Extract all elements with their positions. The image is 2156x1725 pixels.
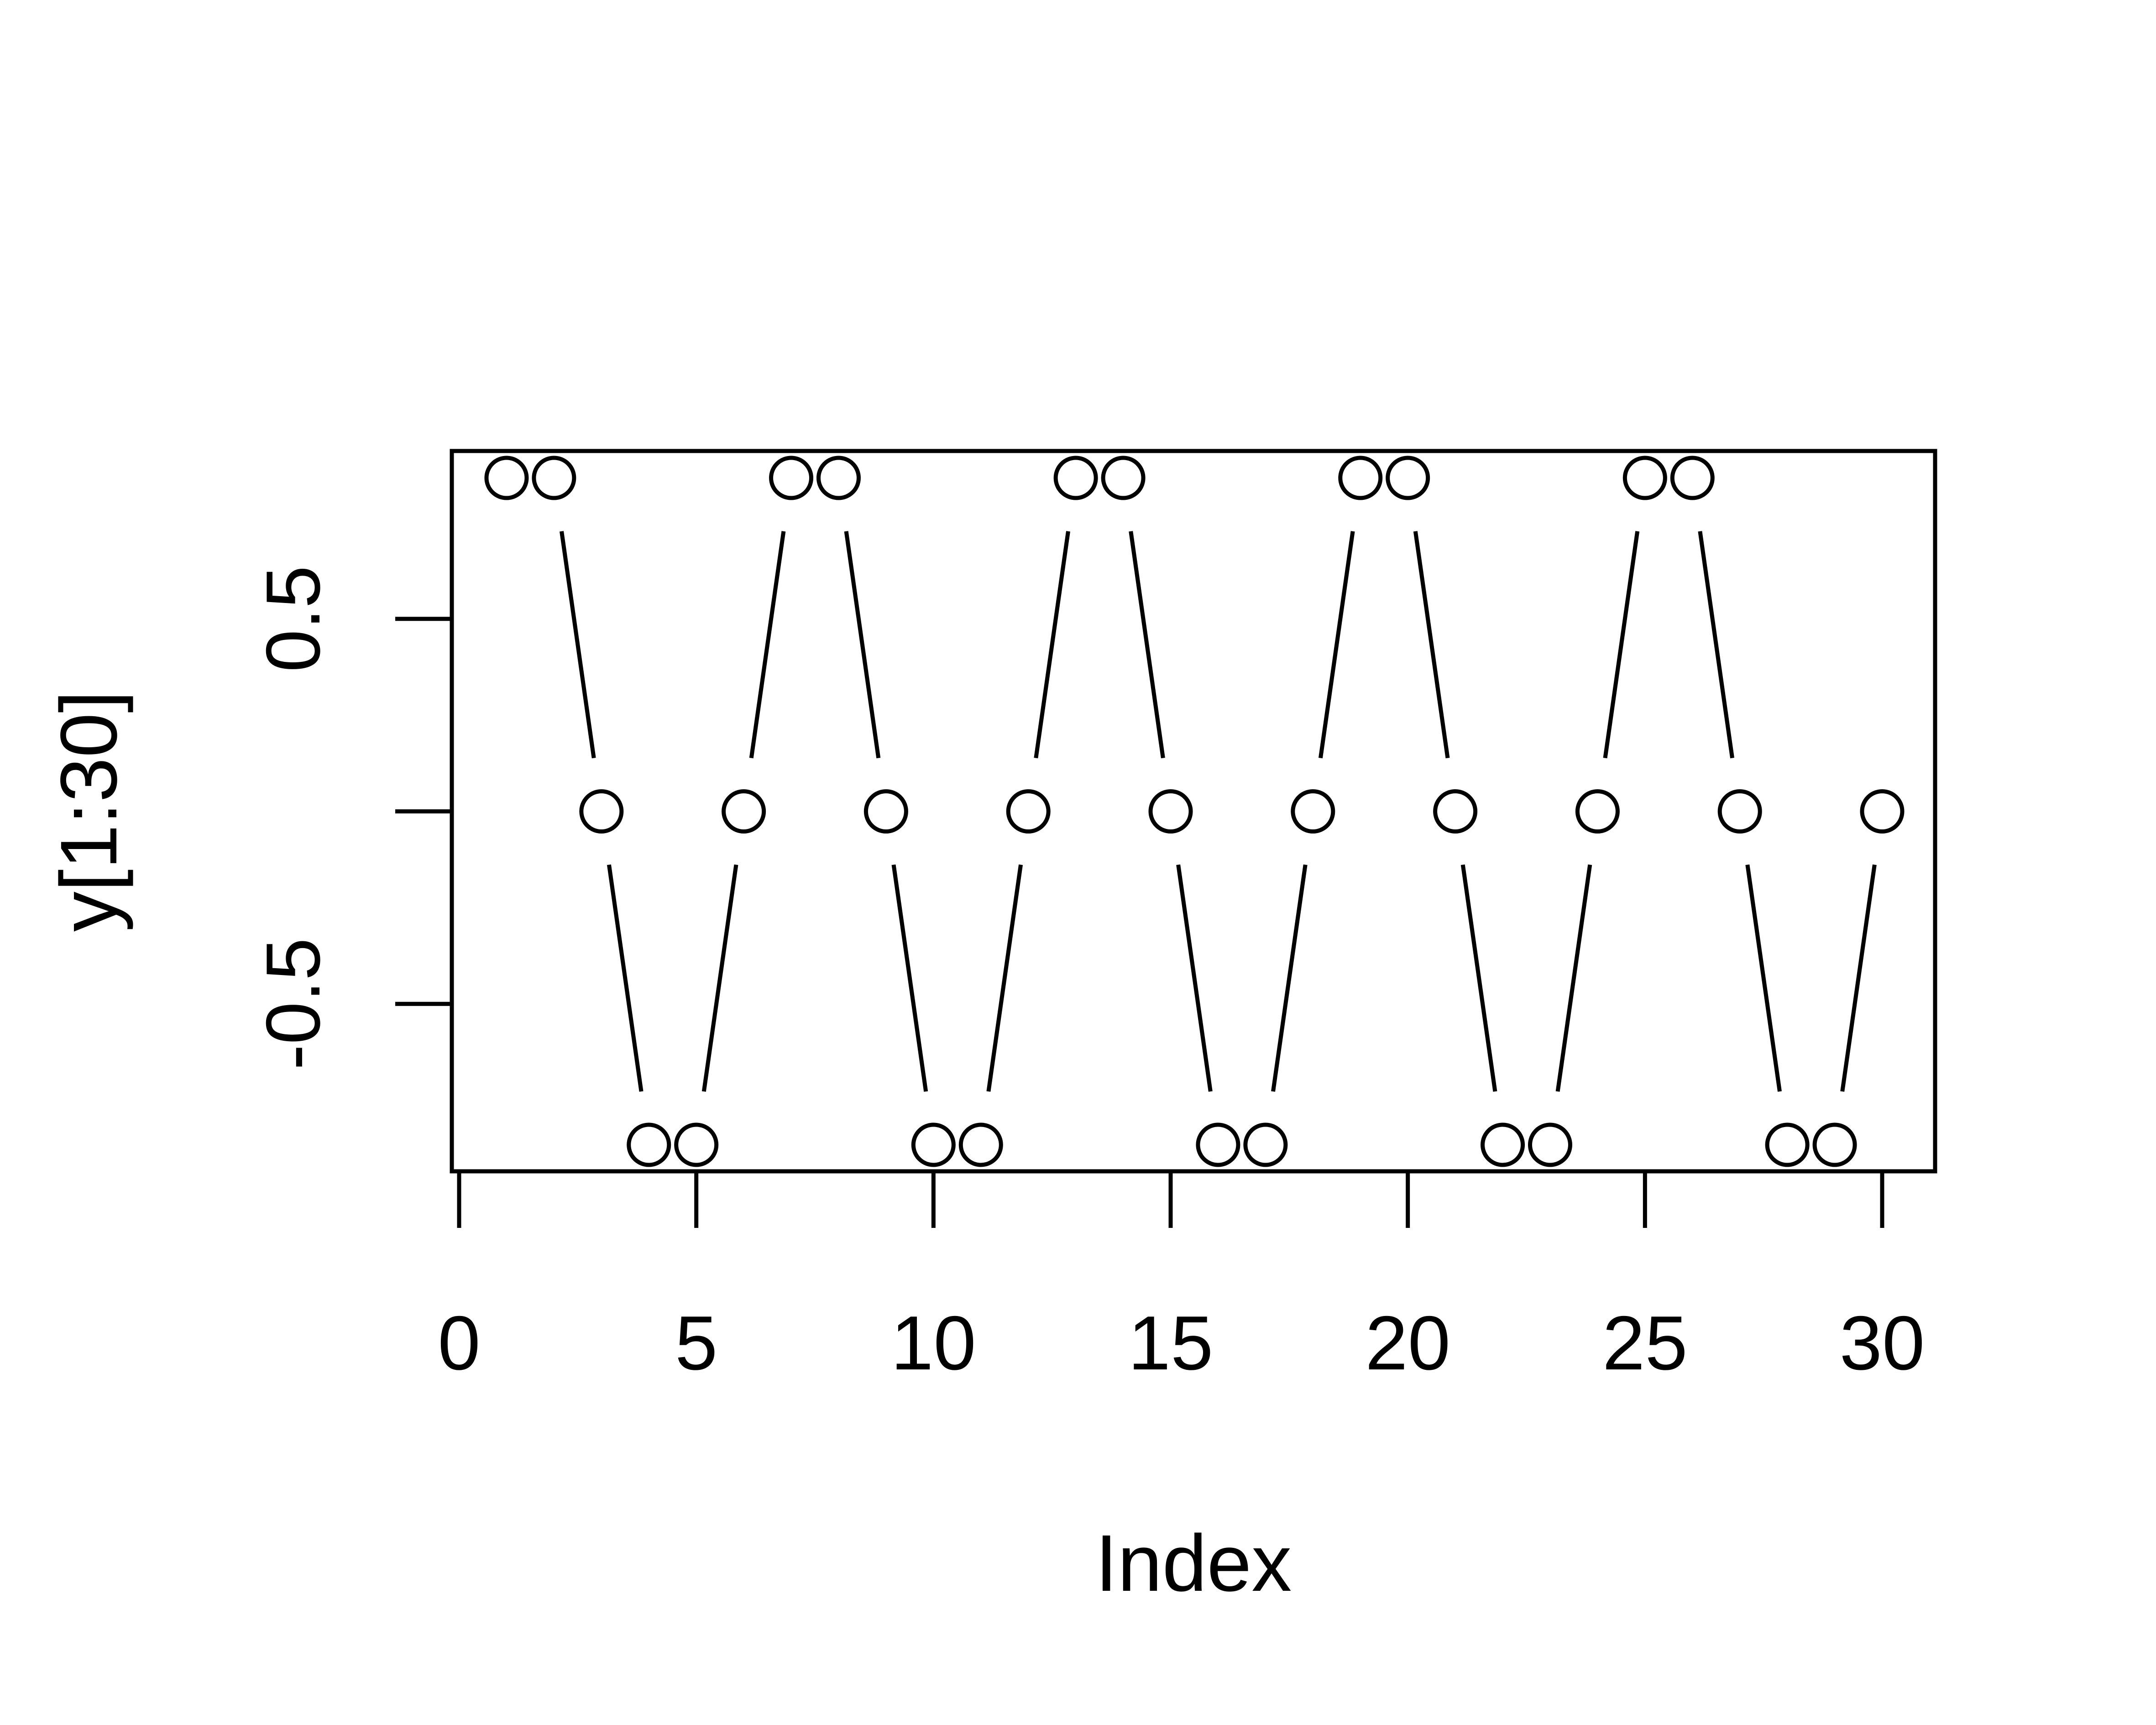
series-segment <box>560 531 596 759</box>
data-point <box>1765 1122 1810 1167</box>
series-segment <box>891 864 928 1092</box>
series-segment <box>1698 531 1735 759</box>
series-segment <box>1460 864 1497 1092</box>
data-point <box>484 456 529 500</box>
x-tick-label: 15 <box>1128 1300 1214 1386</box>
series-segment <box>1413 531 1450 759</box>
data-point <box>1006 789 1051 834</box>
data-point <box>1717 789 1762 834</box>
data-point <box>1101 456 1146 500</box>
data-point <box>1196 1122 1240 1167</box>
series-segment <box>986 864 1023 1092</box>
x-tick-label: 25 <box>1602 1300 1688 1386</box>
x-tick-label: 30 <box>1840 1300 1925 1386</box>
series-segment <box>1603 531 1640 759</box>
y-tick-label: 0.5 <box>250 566 336 672</box>
data-point <box>1528 1122 1572 1167</box>
x-tick-label: 10 <box>891 1300 976 1386</box>
data-point <box>1338 456 1383 500</box>
data-point <box>816 456 861 500</box>
series-segment <box>844 531 881 759</box>
data-point <box>1433 789 1478 834</box>
x-axis-title: Index <box>1095 1519 1292 1608</box>
data-point <box>1670 456 1715 500</box>
y-axis-title: y[1:30] <box>44 691 134 932</box>
data-point <box>722 789 766 834</box>
data-point <box>1243 1122 1288 1167</box>
series-segment <box>701 864 738 1092</box>
series-segment <box>1318 531 1355 759</box>
data-point <box>1860 789 1905 834</box>
data-point <box>911 1122 956 1167</box>
x-tick-label: 5 <box>675 1300 717 1386</box>
data-point <box>1291 789 1335 834</box>
plot-frame <box>450 449 1937 1174</box>
x-axis: 0 5 10 15 20 25 30 <box>438 1169 1925 1386</box>
data-point <box>1575 789 1620 834</box>
series-segment <box>1271 864 1308 1092</box>
series-segment <box>607 864 644 1092</box>
data-point <box>958 1122 1003 1167</box>
data-point <box>863 789 908 834</box>
x-tick-label: 20 <box>1365 1300 1450 1386</box>
series-segment <box>1034 531 1070 759</box>
data-point <box>579 789 624 834</box>
series-points <box>484 456 1905 1167</box>
data-point <box>674 1122 719 1167</box>
x-tick-label: 0 <box>438 1300 480 1386</box>
data-point <box>1481 1122 1525 1167</box>
data-point <box>1148 789 1193 834</box>
data-point <box>532 456 576 500</box>
series-segment <box>1176 864 1213 1092</box>
data-point <box>769 456 814 500</box>
data-point <box>1622 456 1667 500</box>
series-segment <box>1129 531 1165 759</box>
series-segment <box>1745 864 1782 1092</box>
series-segment <box>749 531 786 759</box>
y-tick-label: -0.5 <box>250 938 336 1070</box>
series-segment <box>1555 864 1592 1092</box>
data-point <box>1812 1122 1857 1167</box>
series-segment <box>1840 864 1877 1092</box>
data-point <box>627 1122 671 1167</box>
data-point <box>1053 456 1098 500</box>
data-point <box>1386 456 1430 500</box>
series-lines <box>560 531 1877 1092</box>
